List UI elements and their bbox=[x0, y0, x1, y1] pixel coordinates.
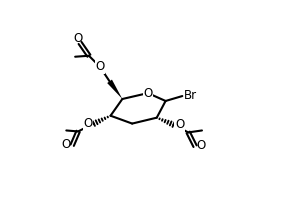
Polygon shape bbox=[107, 80, 122, 99]
Text: O: O bbox=[83, 117, 93, 130]
Text: O: O bbox=[74, 31, 83, 45]
Text: O: O bbox=[196, 139, 206, 152]
Text: O: O bbox=[62, 138, 71, 151]
Text: Br: Br bbox=[184, 89, 197, 102]
Text: O: O bbox=[143, 87, 153, 100]
Text: O: O bbox=[95, 60, 104, 73]
Text: O: O bbox=[175, 118, 184, 131]
